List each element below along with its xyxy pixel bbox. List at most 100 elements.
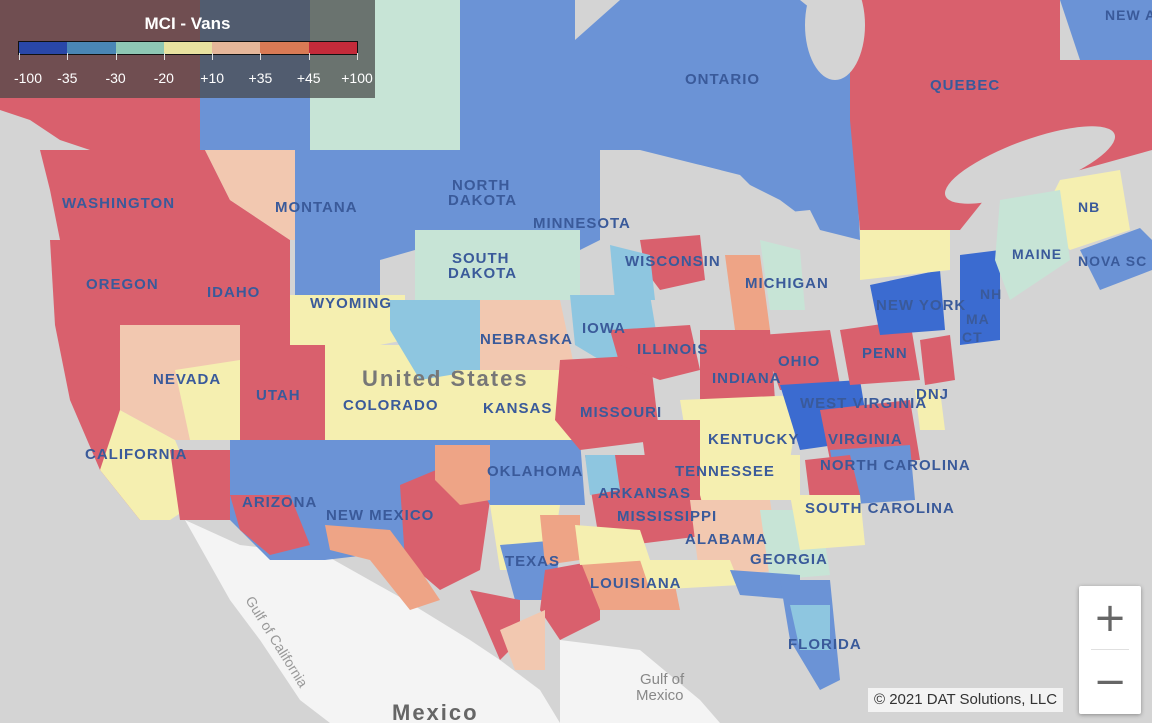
region-south-dakota xyxy=(415,230,580,300)
label-montana: MONTANA xyxy=(275,199,358,216)
label-ontario: ONTARIO xyxy=(685,71,760,88)
label-michigan: MICHIGAN xyxy=(745,275,829,292)
region-manitoba xyxy=(460,0,575,150)
region-texas-tip xyxy=(500,610,545,670)
region-idaho xyxy=(165,150,290,325)
region-alabama-south xyxy=(640,560,740,590)
region-nevada-south xyxy=(175,360,240,440)
region-michigan xyxy=(725,255,770,330)
region-michigan-north xyxy=(760,240,805,310)
zoom-out-button[interactable]: − xyxy=(1093,658,1127,705)
region-wyoming xyxy=(290,295,405,345)
label-mexico: Mexico xyxy=(392,700,479,723)
st-lawrence xyxy=(944,126,1116,204)
label-maine: MAINE xyxy=(1012,246,1062,262)
scale-tick-label: +35 xyxy=(248,70,273,86)
scale-swatch-4 xyxy=(212,42,261,54)
label-south-dakota-1: SOUTH xyxy=(452,250,510,267)
label-wyoming: WYOMING xyxy=(310,295,392,312)
label-kansas: KANSAS xyxy=(483,400,552,417)
region-illinois xyxy=(610,325,700,380)
label-north-dakota-2: DAKOTA xyxy=(448,192,517,209)
scale-tick-label: -30 xyxy=(105,70,126,86)
label-arkansas: ARKANSAS xyxy=(598,485,691,502)
region-quebec xyxy=(850,0,1152,230)
region-socal xyxy=(170,450,240,520)
lake-superior xyxy=(590,160,760,200)
legend-title: MCI - Vans xyxy=(144,14,231,33)
region-florida-central xyxy=(790,605,830,650)
label-penn: PENN xyxy=(862,345,908,362)
label-alabama: ALABAMA xyxy=(685,531,768,548)
label-mississippi: MISSISSIPPI xyxy=(617,508,717,525)
region-california-central xyxy=(100,410,200,520)
region-new-york xyxy=(870,270,945,335)
region-nova-scotia xyxy=(1080,228,1152,290)
label-tennessee: TENNESSEE xyxy=(675,463,775,480)
label-dnj: DNJ xyxy=(916,386,949,403)
region-penn xyxy=(840,320,920,385)
scale-tick xyxy=(115,53,117,60)
scale-tick-label: +10 xyxy=(200,70,225,86)
region-maine xyxy=(995,190,1070,300)
region-wisconsin xyxy=(640,235,705,290)
scale-tick xyxy=(212,53,214,60)
label-quebec: QUEBEC xyxy=(930,77,1000,94)
mexico-east-land xyxy=(560,640,720,723)
scale-tick-label: -35 xyxy=(57,70,78,86)
label-wisconsin: WISCONSIN xyxy=(625,253,721,270)
attribution[interactable]: © 2021 DAT Solutions, LLC xyxy=(868,688,1064,712)
region-nebraska-east xyxy=(480,300,575,370)
scale-tick xyxy=(260,53,262,60)
label-florida: FLORIDA xyxy=(788,636,862,653)
scale-swatch-6 xyxy=(308,42,357,54)
label-nevada: NEVADA xyxy=(153,371,221,388)
scale-tick xyxy=(357,53,358,60)
label-north-dakota-1: NORTH xyxy=(452,177,510,194)
region-kentucky xyxy=(680,395,800,460)
label-iowa: IOWA xyxy=(582,320,626,337)
label-california: CALIFORNIA xyxy=(85,446,188,463)
label-nebraska: NEBRASKA xyxy=(480,331,573,348)
scale-tick-label: -100 xyxy=(13,70,43,86)
hudson-bay xyxy=(805,0,865,80)
region-minnesota xyxy=(520,150,600,250)
scale-swatch-0 xyxy=(19,42,68,54)
label-new-mexico: NEW MEXICO xyxy=(326,507,434,524)
label-washington: WASHINGTON xyxy=(62,195,175,212)
scale-swatch-2 xyxy=(115,42,164,54)
region-kansas xyxy=(455,370,580,440)
scale-tick-label: +100 xyxy=(341,70,373,86)
label-oklahoma: OKLAHOMA xyxy=(487,463,583,480)
region-north-dakota xyxy=(415,150,520,230)
region-arkansas-blue xyxy=(585,455,620,495)
color-scale xyxy=(18,41,358,55)
region-wisconsin-south xyxy=(610,245,655,300)
scale-tick xyxy=(163,53,165,60)
region-texas-east xyxy=(540,560,600,640)
zoom-control: + − xyxy=(1079,586,1141,714)
label-oregon: OREGON xyxy=(86,276,159,293)
region-west-texas-orange xyxy=(325,525,440,610)
region-texas-orange xyxy=(540,515,580,565)
label-ohio: OHIO xyxy=(778,353,820,370)
label-indiana: INDIANA xyxy=(712,370,782,387)
lake-michigan xyxy=(700,230,725,330)
region-oregon xyxy=(50,240,165,325)
scale-swatch-5 xyxy=(260,42,309,54)
label-texas: TEXAS xyxy=(505,553,560,570)
label-illinois: ILLINOIS xyxy=(637,341,708,358)
region-louisiana-north xyxy=(575,525,650,565)
label-missouri: MISSOURI xyxy=(580,404,662,421)
region-nc-red xyxy=(805,455,860,500)
region-nebraska-west xyxy=(390,300,480,380)
label-nova-scotia: NOVA SC xyxy=(1078,253,1147,269)
label-ma: MA xyxy=(966,311,990,327)
label-nh: NH xyxy=(980,286,1002,302)
scale-tick-label: -20 xyxy=(153,70,174,86)
scale-tick xyxy=(308,53,310,60)
region-utah xyxy=(240,325,325,440)
zoom-in-button[interactable]: + xyxy=(1093,594,1127,641)
label-minnesota: MINNESOTA xyxy=(533,215,631,232)
